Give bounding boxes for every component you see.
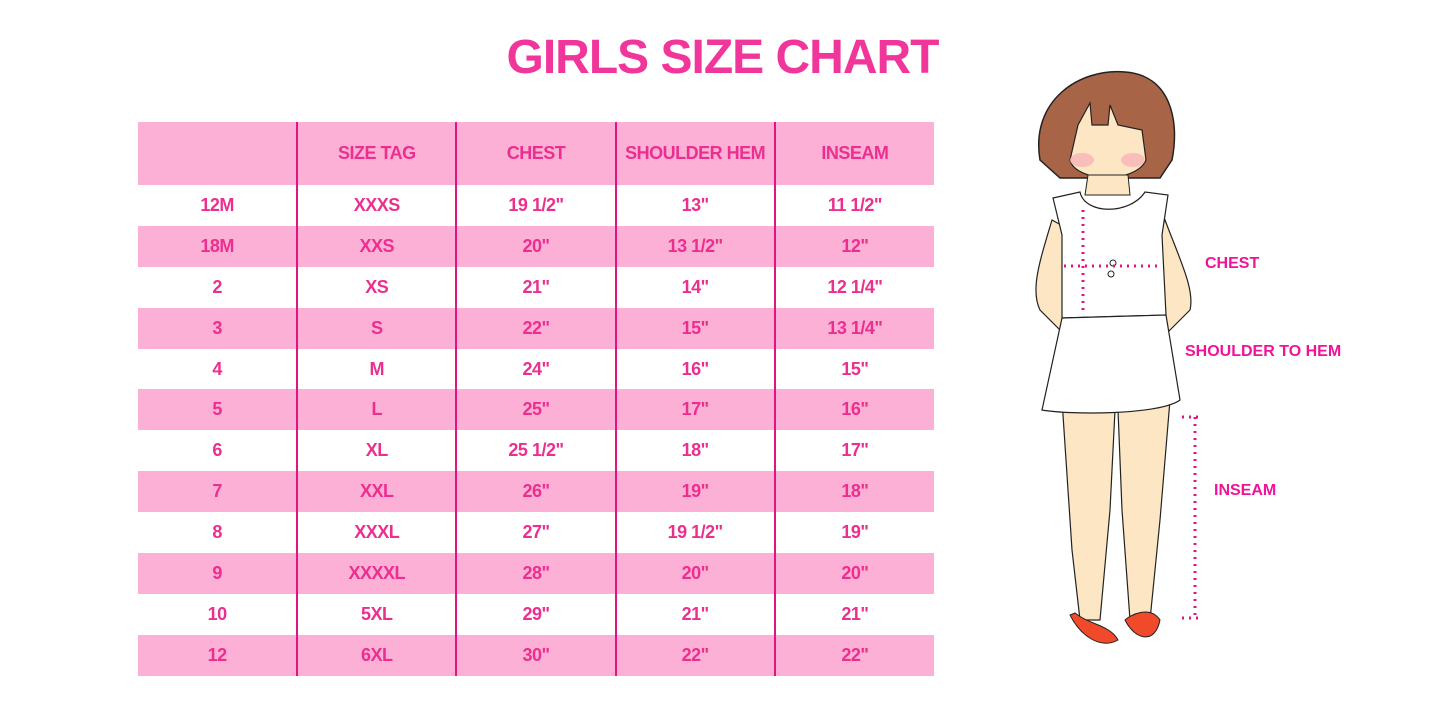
girl-illustration: [1000, 60, 1380, 685]
table-cell: 17": [614, 389, 775, 431]
table-cell: 5XL: [296, 593, 457, 635]
table-cell: 21": [614, 593, 775, 635]
table-cell: 11 1/2": [773, 185, 934, 226]
page-title: GIRLS SIZE CHART: [506, 31, 939, 84]
table-cell: 12M: [200, 194, 234, 215]
table-cell: 20": [614, 553, 775, 594]
table-cell: XL: [296, 430, 457, 472]
table-cell: 21": [455, 266, 616, 308]
header-cell: SHOULDER HEM: [614, 122, 775, 185]
table-header-row: SIZE TAG CHEST SHOULDER HEM INSEAM: [138, 122, 934, 185]
size-chart-table: SIZE TAG CHEST SHOULDER HEM INSEAM 12M XX…: [138, 122, 934, 676]
table-row: 4 M 24" 16" 15": [138, 348, 934, 390]
table-cell: 12": [773, 225, 934, 267]
table-row: 12 6XL 30" 22" 22": [138, 634, 934, 676]
table-cell: 16": [614, 348, 775, 390]
table-cell: 29": [455, 593, 616, 635]
table-cell: 16": [773, 389, 934, 431]
table-cell: 13 1/4": [773, 307, 934, 349]
table-row: 8 XXXL 27" 19 1/2" 19": [138, 512, 934, 554]
table-row: 18M XXS 20" 13 1/2" 12": [138, 225, 934, 267]
table-cell: 7: [138, 471, 298, 513]
table-row: 7 XXL 26" 19" 18": [138, 471, 934, 513]
header-cell: SIZE TAG: [296, 122, 457, 185]
table-cell: XXL: [296, 471, 457, 513]
table-cell: 28": [455, 553, 616, 594]
table-row: 10 5XL 29" 21" 21": [138, 593, 934, 635]
girl-figure-icon: [1035, 70, 1200, 644]
table-cell: 24": [455, 348, 616, 390]
table-cell: 19 1/2": [455, 185, 616, 226]
table-cell: XXXL: [296, 512, 457, 554]
table-cell: 26": [455, 471, 616, 513]
table-cell: 12 1/4": [773, 266, 934, 308]
table-cell: M: [296, 348, 457, 390]
table-cell: 3: [138, 307, 298, 349]
header-cell: CHEST: [455, 122, 616, 185]
table-cell: 9: [138, 553, 298, 594]
inseam-label: INSEAM: [1214, 482, 1277, 499]
table-cell: 15": [773, 348, 934, 390]
table-cell: L: [296, 389, 457, 431]
table-cell: 21": [773, 593, 934, 635]
table-cell: 19": [773, 512, 934, 554]
table-cell: XS: [296, 266, 457, 308]
table-cell: 22": [614, 634, 775, 676]
table-cell: 25": [455, 389, 616, 431]
table-cell: 19 1/2": [614, 512, 775, 554]
table-cell: 18": [614, 430, 775, 472]
table-cell: 18M: [138, 225, 298, 267]
table-cell: 12: [138, 634, 298, 676]
table-cell: 27": [455, 512, 616, 554]
table-cell: S: [296, 307, 457, 349]
table-cell: XXS: [296, 225, 457, 267]
header-cell: [138, 122, 298, 185]
table-cell: 30": [455, 634, 616, 676]
table-cell: XXXXL: [296, 553, 457, 594]
table-cell: 20": [455, 225, 616, 267]
table-cell: 20": [773, 553, 934, 594]
table-cell: 18": [773, 471, 934, 513]
table-row: 5 L 25" 17" 16": [138, 389, 934, 431]
table-cell: 2: [212, 276, 222, 297]
table-cell: 8: [212, 522, 222, 543]
table-cell: 4: [212, 358, 222, 379]
table-cell: 25 1/2": [455, 430, 616, 472]
table-cell: 6: [212, 440, 222, 461]
table-cell: 10: [207, 603, 228, 624]
table-cell: 6XL: [296, 634, 457, 676]
table-cell: 15": [614, 307, 775, 349]
table-cell: 5: [138, 389, 298, 431]
table-cell: 14": [614, 266, 775, 308]
table-row: 6 XL 25 1/2" 18" 17": [138, 430, 934, 472]
table-row: 12M XXXS 19 1/2" 13" 11 1/2": [138, 185, 934, 226]
table-cell: 13": [614, 185, 775, 226]
table-cell: 17": [773, 430, 934, 472]
table-cell: 19": [614, 471, 775, 513]
table-cell: 13 1/2": [614, 225, 775, 267]
chest-label: CHEST: [1205, 255, 1260, 272]
header-cell: INSEAM: [773, 122, 934, 185]
table-row: 2 XS 21" 14" 12 1/4": [138, 266, 934, 308]
table-row: 9 XXXXL 28" 20" 20": [138, 553, 934, 594]
table-cell: XXXS: [296, 185, 457, 226]
table-cell: 22": [773, 634, 934, 676]
table-cell: 22": [455, 307, 616, 349]
shoulder-to-hem-label: SHOULDER TO HEM: [1185, 343, 1342, 360]
table-row: 3 S 22" 15" 13 1/4": [138, 307, 934, 349]
